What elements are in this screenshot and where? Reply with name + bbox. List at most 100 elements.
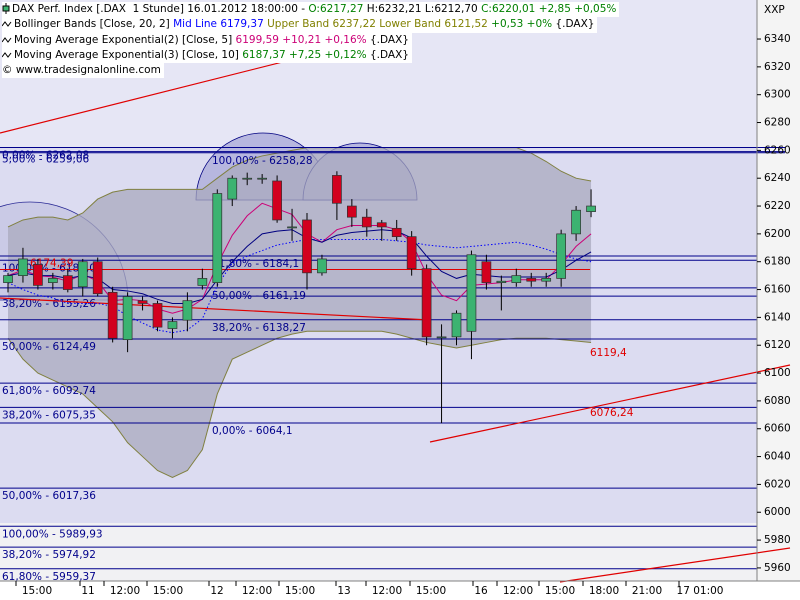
- line-layer: [7, 202, 592, 334]
- x-tick-label: 12:00: [372, 585, 402, 597]
- candle-body: [541, 278, 552, 282]
- ema10-line: [7, 229, 592, 304]
- candle-body: [302, 219, 312, 274]
- legend-entry: Moving Average Exponential(3) [Close, 10…: [1, 47, 412, 64]
- fib-label: 100,00% - 5989,93: [2, 528, 103, 540]
- fib-label: 0,00% - 6064,1: [212, 425, 293, 437]
- legend-entry: Moving Average Exponential(2) [Close, 5]…: [1, 32, 412, 48]
- watermark: © www.tradesignalonline.com: [2, 64, 161, 77]
- legend: DAX Perf. Index [.DAX 1 Stunde] 16.01.20…: [1, 2, 620, 79]
- y-tick-label: 6280: [764, 117, 791, 129]
- candle-body: [212, 193, 223, 283]
- y-tick-label: 6020: [764, 478, 791, 490]
- candle-body: [167, 321, 178, 329]
- line-icon: [1, 36, 12, 43]
- x-tick-label: 12:00: [110, 585, 140, 597]
- legend-text: 6199,59 +10,21 +0,16%: [235, 33, 367, 46]
- candle-body: [451, 312, 462, 338]
- legend-text: C:6220,01 +2,85 +0,05%: [481, 3, 617, 15]
- legend-entry: DAX Perf. Index [.DAX 1 Stunde] 16.01.20…: [2, 2, 620, 18]
- level-layer: 0,00% - 6262,085,00% - 6259,06 100,00% - …: [0, 146, 785, 583]
- symbol-label: XXP: [764, 4, 785, 16]
- x-tick-label: 15:00: [285, 585, 315, 597]
- zone: [0, 523, 757, 581]
- legend-entry: Bollinger Bands [Close, 20, 2] Mid Line …: [1, 17, 598, 33]
- candle-body: [496, 280, 507, 283]
- legend-text: DAX Perf. Index [.DAX 1 Stunde] 16.01.20…: [12, 3, 305, 15]
- candle-body: [257, 177, 267, 180]
- legend-text: +0,53 +0%: [491, 18, 553, 31]
- fib-label: 61,80% - 6184,1: [212, 258, 299, 270]
- x-tick-label: 15:00: [22, 585, 52, 597]
- y-tick-label: 6120: [764, 339, 791, 351]
- fib-label: 38,20% - 6075,35: [2, 409, 96, 421]
- legend-text: Lower Band 6121,52: [379, 18, 488, 31]
- y-tick-label: 6160: [764, 284, 791, 296]
- y-tick-label: 6260: [764, 144, 791, 156]
- y-tick-label: 5980: [764, 534, 791, 546]
- legend-text: 6187,37 +7,25 +0,12%: [242, 48, 367, 61]
- y-tick-label: 6300: [764, 89, 791, 101]
- fib-label: 50,00% - 6124,49: [2, 341, 96, 353]
- y-tick-label: 6200: [764, 228, 791, 240]
- candle-body: [3, 275, 13, 283]
- legend-row: DAX Perf. Index [.DAX 1 Stunde] 16.01.20…: [2, 2, 620, 18]
- candle-body: [92, 261, 103, 295]
- legend-row: Moving Average Exponential(3) [Close, 10…: [1, 47, 619, 64]
- candle-icon: [2, 3, 10, 14]
- y-tick-label: 6100: [764, 367, 791, 379]
- candle-body: [107, 291, 118, 339]
- candle-body: [152, 303, 163, 328]
- candle-body: [571, 209, 581, 235]
- x-tick-label: 12: [210, 585, 223, 597]
- candle-body: [77, 261, 88, 288]
- fib-label: 61,80% - 6092,74: [2, 385, 96, 397]
- candle-body: [122, 296, 133, 341]
- y-tick-label: 6340: [764, 33, 791, 45]
- mid-line: [7, 238, 592, 334]
- legend-text: Bollinger Bands [Close, 20, 2]: [14, 18, 170, 31]
- candle-body: [242, 177, 253, 180]
- candle-body: [287, 226, 297, 229]
- candle-body: [436, 336, 447, 339]
- band-fill: [8, 147, 592, 478]
- x-tick-label: 12:00: [503, 585, 533, 597]
- y-tick-label: 6180: [764, 256, 791, 268]
- candle-body: [137, 300, 148, 304]
- candle-body: [511, 275, 522, 283]
- x-tick-label: 11: [81, 585, 94, 597]
- y-tick-label: 6320: [764, 61, 791, 73]
- legend-text: H:6232,21 L:6212,70: [366, 3, 478, 15]
- legend-text: Upper Band 6237,22: [267, 18, 376, 31]
- candle-body: [391, 227, 402, 238]
- legend-text: Moving Average Exponential(2) [Close, 5]: [14, 33, 233, 46]
- x-tick-label: 21:00: [632, 585, 662, 597]
- fib-label: 5,00% - 6259,06: [2, 154, 90, 166]
- candle-body: [33, 264, 43, 286]
- candle-body: [227, 177, 238, 200]
- x-tick-label: 16: [474, 585, 488, 597]
- x-tick-label: 15:00: [545, 585, 575, 597]
- fib-label: 38,20% - 5974,92: [2, 549, 96, 561]
- fib-label: 38,20% - 6138,27: [212, 322, 306, 334]
- ema5-line: [7, 202, 592, 314]
- y-tick-label: 6140: [764, 311, 791, 323]
- legend-row: Moving Average Exponential(2) [Close, 5]…: [1, 32, 619, 48]
- candle-body: [272, 180, 282, 221]
- x-axis-background: [0, 581, 800, 600]
- x-tick-label: 15:00: [153, 585, 183, 597]
- y-tick-label: 6080: [764, 395, 791, 407]
- trend-line: [559, 547, 791, 583]
- candle-body: [347, 205, 357, 218]
- candle-body: [481, 261, 492, 283]
- candle-body: [317, 258, 327, 274]
- x-tick-label: 12:00: [242, 585, 272, 597]
- candle-body: [556, 233, 567, 279]
- y-tick-label: 5960: [764, 562, 791, 574]
- fib-label: 61,80% - 5959,37: [2, 571, 96, 583]
- legend-entry: © www.tradesignalonline.com: [2, 63, 164, 79]
- lower-band: [7, 330, 592, 478]
- legend-text: {.DAX}: [555, 18, 595, 31]
